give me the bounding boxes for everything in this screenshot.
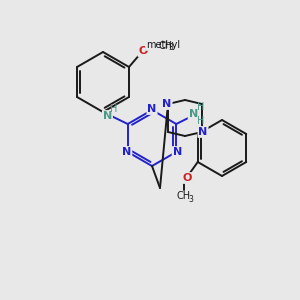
Text: methyl: methyl: [146, 40, 180, 50]
Text: N: N: [198, 127, 208, 137]
Text: H: H: [110, 104, 117, 114]
Text: O: O: [182, 173, 191, 183]
Text: H: H: [196, 102, 204, 112]
Text: N: N: [189, 109, 198, 119]
Text: CH: CH: [159, 41, 173, 51]
Text: CH: CH: [177, 191, 191, 201]
Text: 3: 3: [168, 44, 173, 52]
Text: N: N: [147, 104, 157, 114]
Text: N: N: [122, 147, 131, 157]
Text: N: N: [172, 147, 182, 157]
Text: N: N: [103, 111, 112, 121]
Text: O: O: [138, 46, 148, 56]
Text: 3: 3: [188, 194, 193, 203]
Text: H: H: [196, 116, 204, 126]
Text: N: N: [162, 99, 172, 109]
